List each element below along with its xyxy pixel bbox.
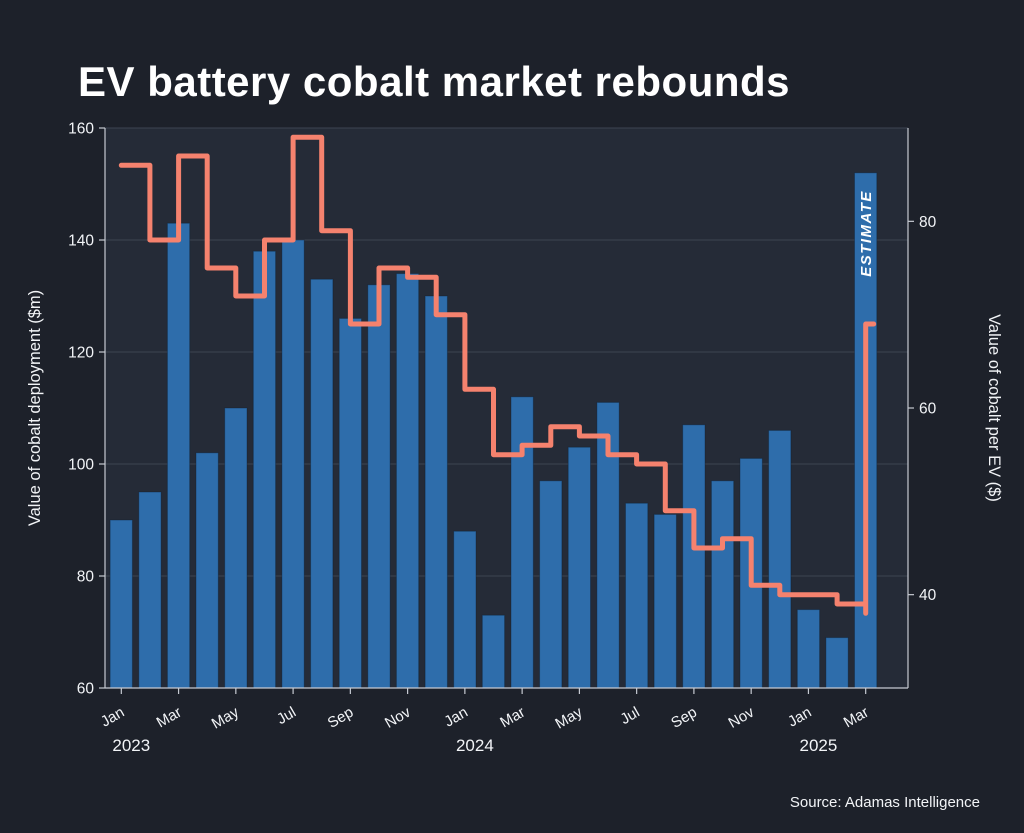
bar-sep-2024 xyxy=(682,424,706,689)
x-axis-tick-label: Jul xyxy=(618,704,643,728)
bar-mar-2024 xyxy=(510,396,534,689)
bar-aug-2024 xyxy=(653,513,677,689)
left-axis-tick-label: 160 xyxy=(68,121,94,138)
bar-may-2023 xyxy=(224,407,248,689)
x-axis-tick-label: Mar xyxy=(497,704,528,732)
source-credit: Source: Adamas Intelligence xyxy=(789,794,980,811)
bar-may-2024 xyxy=(567,446,592,689)
left-axis-tick-label: 140 xyxy=(68,233,94,250)
bar-jan-2024 xyxy=(453,530,477,689)
x-axis-tick-label: Jan xyxy=(98,704,127,731)
x-axis-tick-label: Mar xyxy=(841,704,872,732)
bar-feb-2025 xyxy=(825,637,849,689)
bar-jan-2025 xyxy=(796,609,821,689)
right-axis-tick-label: 80 xyxy=(919,214,937,231)
year-label-2024: 2024 xyxy=(456,736,494,755)
bar-mar-2023 xyxy=(166,222,191,689)
bar-dec-2024 xyxy=(768,429,792,689)
bar-jan-2023 xyxy=(109,519,133,689)
cobalt-per-ev-line xyxy=(118,134,877,616)
right-axis-tick-label: 40 xyxy=(919,587,937,604)
x-axis-tick-label: Sep xyxy=(325,704,357,732)
bar-dec-2023 xyxy=(424,295,448,689)
bar-oct-2024 xyxy=(710,480,735,689)
bar-feb-2024 xyxy=(481,614,506,689)
left-axis-tick-label: 60 xyxy=(77,681,95,698)
bar-nov-2023 xyxy=(395,273,420,689)
bar-jul-2024 xyxy=(625,502,649,689)
left-axis-title: Value of cobalt deployment ($m) xyxy=(26,290,44,526)
x-axis-tick-label: Nov xyxy=(726,703,758,731)
estimate-annotation: ESTIMATE xyxy=(858,190,875,277)
year-label-2025: 2025 xyxy=(800,736,838,755)
page-title: EV battery cobalt market rebounds xyxy=(78,58,791,106)
bar-sep-2023 xyxy=(338,317,363,689)
bar-apr-2023 xyxy=(195,452,219,689)
left-axis-tick-label: 120 xyxy=(68,345,94,362)
x-axis-tick-label: Sep xyxy=(668,704,700,732)
x-axis-tick-label: May xyxy=(552,703,585,732)
x-axis-tick-label: Jan xyxy=(785,704,814,731)
x-axis-tick-label: Jan xyxy=(441,704,470,731)
x-axis-tick-label: May xyxy=(209,703,242,732)
bar-apr-2024 xyxy=(539,480,563,689)
bar-feb-2023 xyxy=(138,491,162,689)
x-axis-tick-label: Mar xyxy=(154,704,185,732)
bar-aug-2023 xyxy=(310,278,334,689)
year-label-2023: 2023 xyxy=(112,736,150,755)
bar-jul-2023 xyxy=(281,239,305,689)
right-axis-title: Value of cobalt per EV ($) xyxy=(985,314,1003,502)
right-axis-tick-label: 60 xyxy=(919,401,937,418)
left-axis-tick-label: 80 xyxy=(77,569,95,586)
bar-jun-2023 xyxy=(252,250,277,689)
left-axis-tick-label: 100 xyxy=(68,457,94,474)
x-axis-tick-label: Jul xyxy=(274,704,299,728)
bar-oct-2023 xyxy=(367,284,391,689)
x-axis-tick-label: Nov xyxy=(382,703,414,731)
